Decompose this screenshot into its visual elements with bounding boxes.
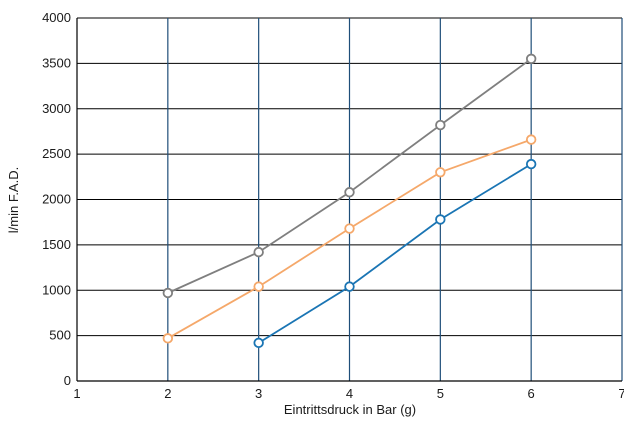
y-tick-label: 1000 bbox=[42, 282, 71, 297]
x-tick-label: 1 bbox=[73, 386, 80, 401]
series-2 bbox=[162, 134, 537, 344]
series-line bbox=[258, 163, 532, 344]
data-point bbox=[253, 337, 264, 349]
y-tick-label: 2500 bbox=[42, 146, 71, 161]
axes bbox=[76, 18, 622, 382]
data-point bbox=[525, 53, 537, 65]
data-point bbox=[435, 119, 446, 131]
data-point bbox=[162, 287, 174, 299]
series-group bbox=[162, 53, 537, 349]
data-point bbox=[344, 223, 355, 234]
x-axis-label: Eintrittsdruck in Bar (g) bbox=[284, 402, 416, 417]
x-tick-label: 6 bbox=[528, 386, 535, 401]
grid bbox=[77, 17, 623, 381]
data-point bbox=[253, 246, 264, 258]
x-tick-label: 7 bbox=[618, 386, 624, 401]
y-tick-label: 3500 bbox=[42, 55, 71, 70]
y-tick-label: 4000 bbox=[42, 10, 71, 25]
y-tick-label: 2000 bbox=[42, 192, 71, 207]
y-tick-label: 500 bbox=[49, 328, 71, 343]
data-point bbox=[344, 281, 355, 292]
series-3 bbox=[253, 158, 537, 349]
data-point bbox=[525, 134, 537, 145]
data-point bbox=[435, 214, 446, 225]
data-point bbox=[253, 281, 264, 292]
tick-labels: 0 500 1000 1500 2000 2500 3000 3500 4000 1 2 3 4 5 6 7 bbox=[42, 10, 624, 401]
x-tick-label: 3 bbox=[255, 386, 262, 401]
x-tick-label: 5 bbox=[437, 386, 444, 401]
y-tick-label: 3000 bbox=[42, 101, 71, 116]
x-tick-label: 2 bbox=[164, 386, 171, 401]
y-tick-label: 0 bbox=[64, 373, 71, 388]
y-axis-label: l/min F.A.D. bbox=[6, 167, 21, 233]
y-tick-label: 1500 bbox=[42, 237, 71, 252]
data-point bbox=[435, 167, 446, 178]
data-point bbox=[525, 158, 537, 170]
series-1 bbox=[162, 53, 537, 299]
data-point bbox=[344, 187, 355, 198]
data-point bbox=[162, 333, 174, 344]
x-tick-label: 4 bbox=[346, 386, 353, 401]
